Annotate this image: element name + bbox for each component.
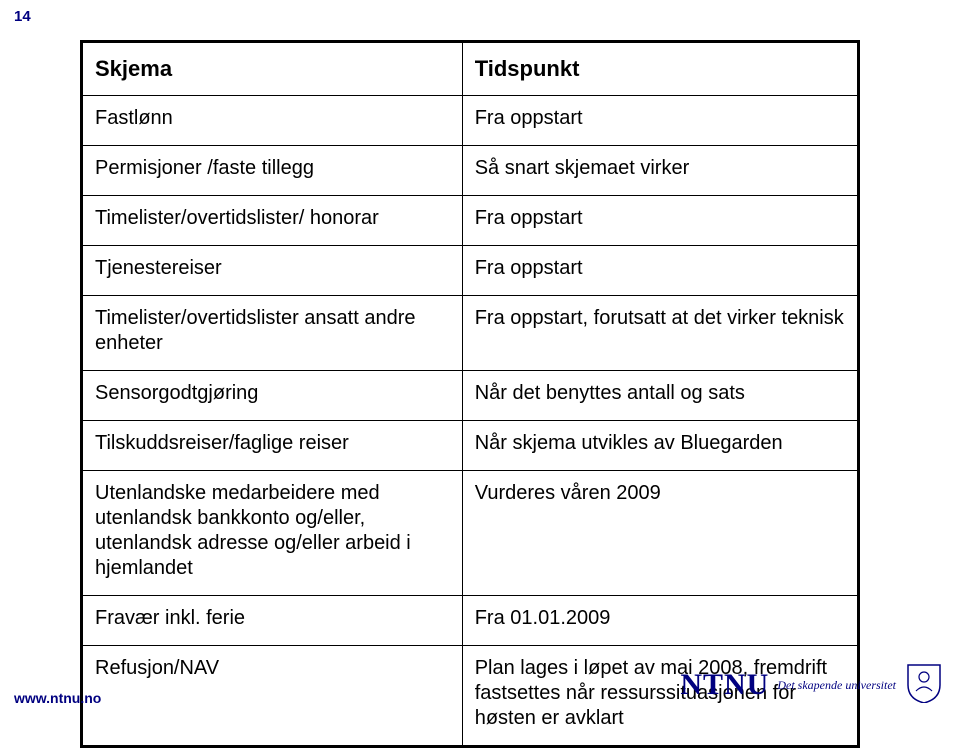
footer: www.ntnu.no NTNU Det skapende universite… (0, 682, 960, 716)
cell-tidspunkt: Fra oppstart (462, 95, 858, 145)
table-header-row: Skjema Tidspunkt (82, 42, 859, 96)
footer-url: www.ntnu.no (14, 690, 101, 706)
cell-skjema: Sensorgodtgjøring (82, 370, 463, 420)
header-tidspunkt: Tidspunkt (462, 42, 858, 96)
table-row: Timelister/overtidslister ansatt andre e… (82, 295, 859, 370)
page-number: 14 (14, 8, 31, 25)
table-row: Timelister/overtidslister/ honorar Fra o… (82, 195, 859, 245)
cell-skjema: Fravær inkl. ferie (82, 595, 463, 645)
cell-skjema: Fastlønn (82, 95, 463, 145)
cell-skjema: Tjenestereiser (82, 245, 463, 295)
cell-tidspunkt: Vurderes våren 2009 (462, 470, 858, 595)
cell-skjema: Timelister/overtidslister ansatt andre e… (82, 295, 463, 370)
ntnu-logo: NTNU Det skapende universitet (680, 660, 942, 710)
table-row: Tjenestereiser Fra oppstart (82, 245, 859, 295)
cell-skjema: Tilskuddsreiser/faglige reiser (82, 420, 463, 470)
cell-skjema: Permisjoner /faste tillegg (82, 145, 463, 195)
cell-tidspunkt: Fra 01.01.2009 (462, 595, 858, 645)
table-row: Sensorgodtgjøring Når det benyttes antal… (82, 370, 859, 420)
cell-tidspunkt: Så snart skjemaet virker (462, 145, 858, 195)
cell-tidspunkt: Når skjema utvikles av Bluegarden (462, 420, 858, 470)
main-table: Skjema Tidspunkt Fastlønn Fra oppstart P… (80, 40, 860, 748)
table-row: Fastlønn Fra oppstart (82, 95, 859, 145)
table-row: Fravær inkl. ferie Fra 01.01.2009 (82, 595, 859, 645)
table-row: Utenlandske medarbeidere med utenlandsk … (82, 470, 859, 595)
cell-tidspunkt: Fra oppstart (462, 195, 858, 245)
table-row: Permisjoner /faste tillegg Så snart skje… (82, 145, 859, 195)
cell-skjema: Utenlandske medarbeidere med utenlandsk … (82, 470, 463, 595)
cell-tidspunkt: Fra oppstart, forutsatt at det virker te… (462, 295, 858, 370)
cell-skjema: Timelister/overtidslister/ honorar (82, 195, 463, 245)
logo-text: NTNU (680, 668, 769, 702)
cell-tidspunkt: Fra oppstart (462, 245, 858, 295)
cell-tidspunkt: Når det benyttes antall og sats (462, 370, 858, 420)
table-row: Tilskuddsreiser/faglige reiser Når skjem… (82, 420, 859, 470)
header-skjema: Skjema (82, 42, 463, 96)
logo-tagline: Det skapende universitet (777, 679, 896, 691)
crest-icon (906, 663, 942, 708)
